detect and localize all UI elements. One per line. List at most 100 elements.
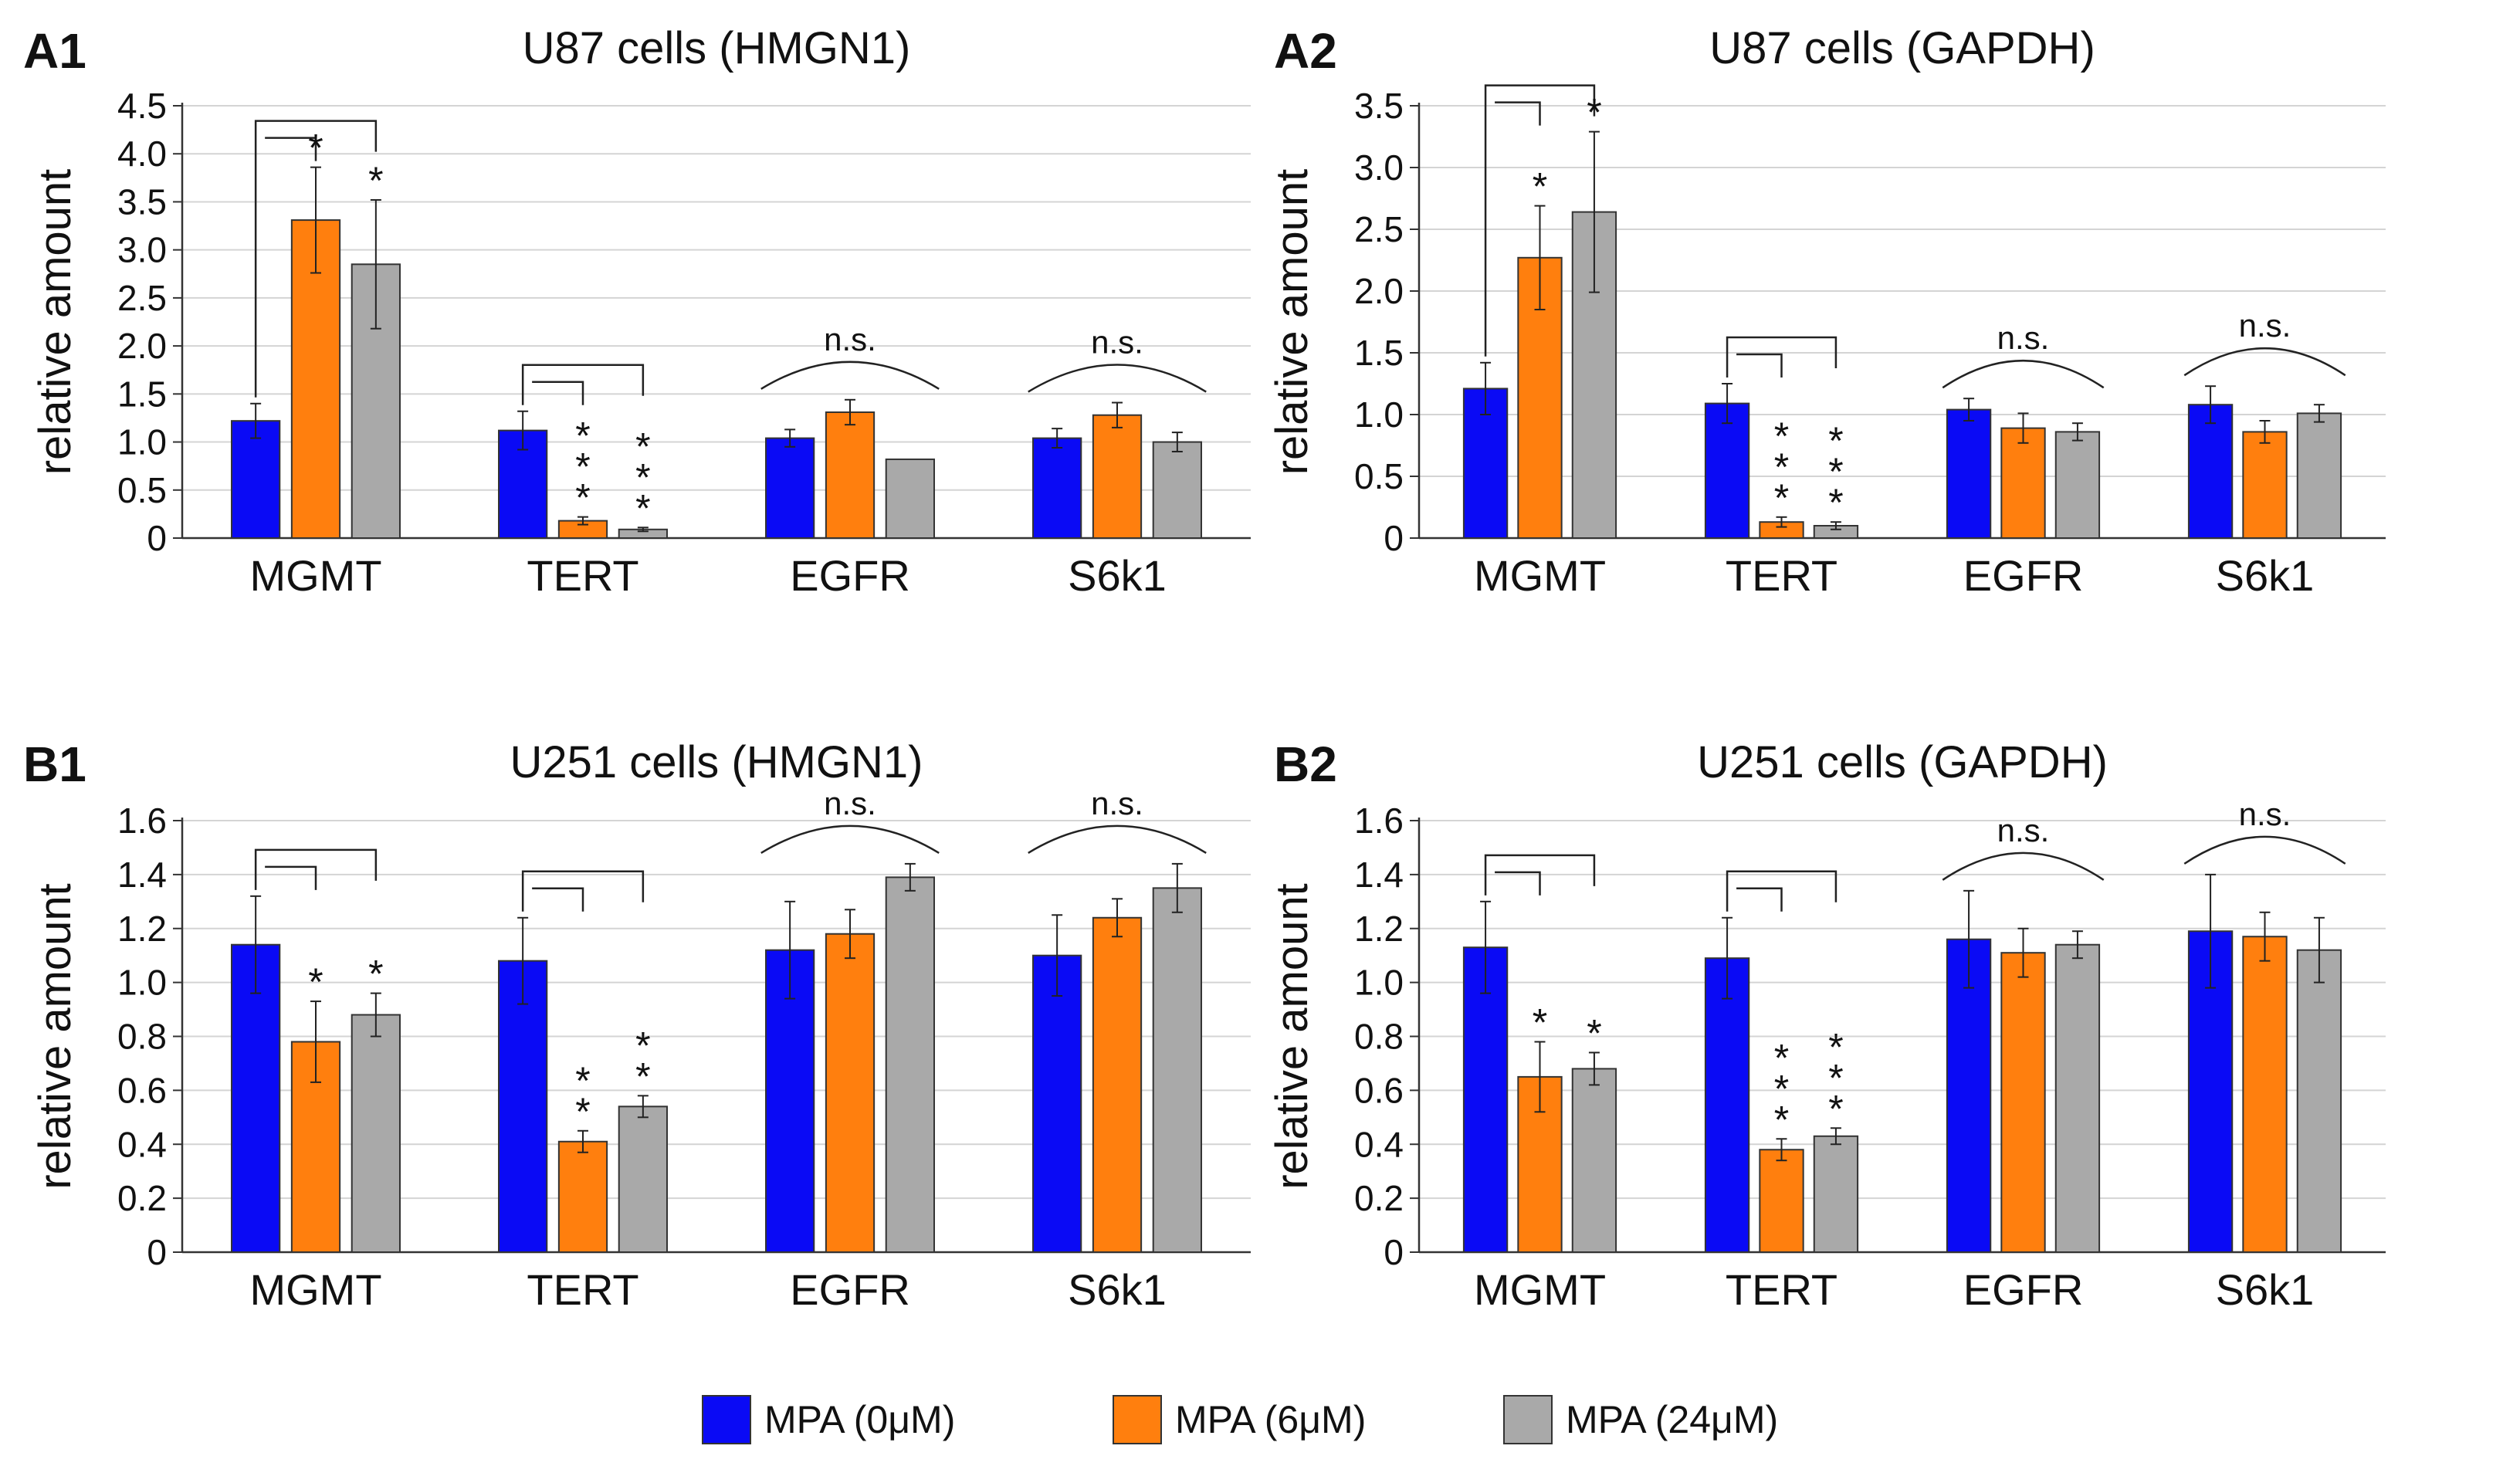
bar-mgmt-mpa-24-m	[352, 1015, 400, 1252]
y-tick-label: 4.0	[117, 134, 167, 174]
sig-bracket-inner-mgmt	[265, 867, 316, 890]
bar-egfr-mpa-6-m	[2001, 428, 2044, 538]
x-tick-label-s6k1: S6k1	[1068, 551, 1167, 600]
bar-s6k1-mpa-6-m	[1093, 415, 1141, 538]
x-tick-label-mgmt: MGMT	[249, 1265, 381, 1314]
y-tick-label: 1.4	[1354, 855, 1404, 895]
x-tick-label-tert: TERT	[1726, 551, 1838, 600]
ns-arc-egfr	[1942, 361, 2103, 388]
x-tick-label-mgmt: MGMT	[1474, 551, 1606, 600]
bar-tert-mpa-6-m	[559, 1142, 607, 1252]
y-tick-label: 0.4	[117, 1124, 167, 1164]
y-tick-label: 2.5	[117, 278, 167, 318]
y-tick-label: 0.4	[1354, 1124, 1404, 1164]
ns-label-s6k1: n.s.	[2239, 796, 2291, 832]
ns-arc-egfr	[761, 826, 939, 853]
bar-s6k1-mpa-6-m	[2243, 432, 2286, 538]
panel-a2: A2 U87 cells (GAPDH)00.51.01.52.02.53.03.…	[1267, 23, 2386, 600]
y-tick-label: 3.5	[117, 181, 167, 222]
bar-s6k1-mpa-6-m	[1093, 918, 1141, 1252]
ns-label-egfr: n.s.	[824, 321, 876, 357]
y-axis-label-b2: relative amount	[1267, 883, 1317, 1190]
sig-mark-mgmt-mpa-24-m: *	[368, 953, 383, 996]
legend: MPA (0μM) MPA (6μM) MPA (24μM)	[703, 1396, 1778, 1444]
bar-tert-mpa-24-m	[1814, 1136, 1858, 1252]
sig-mark-tert-mpa-24-m: *	[1828, 481, 1843, 524]
legend-swatch-mpa-0	[703, 1396, 750, 1444]
ns-label-egfr: n.s.	[1997, 320, 2050, 356]
panel-b2: B2 U251 cells (GAPDH) 0 0.2 0.4 0.6 0.8 1.0 1.2 1…	[1267, 736, 2386, 1314]
bar-mgmt-mpa-24-m	[1573, 1068, 1616, 1252]
y-axis-label-a2: relative amount	[1267, 169, 1317, 476]
sig-mark-mgmt-mpa-24-m: *	[1587, 1011, 1601, 1055]
y-tick-label: 2.0	[1354, 271, 1404, 311]
panel-b1: B1 U251 cells (HMGN1)00.20.40.60.81.01.21…	[23, 736, 1251, 1314]
bar-tert-mpa-6-m	[1760, 1149, 1803, 1252]
y-axis-label-b1: relative amount	[30, 883, 80, 1190]
figure: A1 U87 cells (HMGN1) 0 0.5 1.0 1.5 2.0 2.5 3.0 3.…	[0, 0, 2520, 1466]
bar-s6k1-mpa-0-m	[1033, 438, 1081, 538]
x-tick-label-egfr: EGFR	[790, 551, 910, 600]
bar-egfr-mpa-0-m	[1947, 410, 1990, 538]
sig-mark-tert-mpa-24-m: *	[635, 486, 650, 530]
y-tick-label: 0.2	[1354, 1178, 1404, 1218]
bar-s6k1-mpa-24-m	[1153, 888, 1201, 1252]
legend-swatch-mpa-6	[1113, 1396, 1161, 1444]
legend-label-mpa-0: MPA (0μM)	[764, 1398, 955, 1441]
y-axis-label-a1: relative amount	[30, 169, 80, 476]
sig-bracket-inner-tert	[1736, 354, 1781, 378]
chart-title-a1: U87 cells (HMGN1)	[523, 23, 911, 73]
legend-swatch-mpa-24	[1504, 1396, 1552, 1444]
y-tick-label: 1.5	[117, 374, 167, 414]
y-tick-label: 1.0	[1354, 394, 1404, 435]
bar-egfr-mpa-6-m	[826, 412, 874, 538]
y-tick-label: 0	[1384, 1232, 1404, 1272]
ns-label-s6k1: n.s.	[2239, 307, 2291, 344]
sig-bracket-inner-tert	[532, 889, 583, 912]
legend-label-mpa-24: MPA (24μM)	[1566, 1398, 1778, 1441]
bar-egfr-mpa-24-m	[2056, 945, 2099, 1252]
ns-arc-egfr	[1942, 853, 2103, 880]
y-tick-label: 1.2	[117, 909, 167, 949]
y-tick-label: 0.8	[1354, 1017, 1404, 1057]
x-tick-label-s6k1: S6k1	[2216, 1265, 2315, 1314]
sig-mark-mgmt-mpa-6-m: *	[1533, 1000, 1547, 1044]
sig-mark-tert-mpa-6-m: *	[575, 1090, 590, 1133]
sig-mark-tert-mpa-24-m: *	[1828, 1087, 1843, 1130]
y-tick-label: 1.0	[1354, 963, 1404, 1003]
chart-panels: A1 U87 cells (HMGN1) 0 0.5 1.0 1.5 2.0 2.5 3.0 3.…	[23, 23, 2386, 1314]
y-tick-label: 2.5	[1354, 209, 1404, 249]
ns-label-egfr: n.s.	[824, 785, 876, 821]
x-tick-label-s6k1: S6k1	[1068, 1265, 1167, 1314]
sig-bracket-inner-tert	[1736, 889, 1781, 912]
ns-label-egfr: n.s.	[1997, 812, 2050, 848]
sig-mark-tert-mpa-6-m: *	[575, 476, 590, 520]
panel-label-a1: A1	[23, 23, 86, 79]
y-tick-label: 1.6	[1354, 801, 1404, 841]
bar-s6k1-mpa-0-m	[1033, 956, 1081, 1252]
panel-label-b1: B1	[23, 736, 86, 792]
panel-a1: A1 U87 cells (HMGN1) 0 0.5 1.0 1.5 2.0 2.5 3.0 3.…	[23, 23, 1251, 600]
ns-label-s6k1: n.s.	[1091, 785, 1143, 821]
sig-mark-mgmt-mpa-24-m: *	[368, 159, 383, 202]
y-tick-label: 3.0	[1354, 147, 1404, 188]
y-tick-label: 0.8	[117, 1017, 167, 1057]
y-tick-label: 1.5	[1354, 333, 1404, 373]
sig-mark-mgmt-mpa-6-m: *	[308, 960, 323, 1004]
bar-s6k1-mpa-24-m	[2298, 950, 2341, 1252]
panel-label-b2: B2	[1274, 736, 1337, 792]
y-tick-label: 0.5	[1354, 456, 1404, 496]
bar-egfr-mpa-24-m	[2056, 432, 2099, 538]
bar-tert-mpa-0-m	[1705, 958, 1749, 1252]
chart-title-b1: U251 cells (HMGN1)	[510, 737, 923, 787]
sig-mark-tert-mpa-24-m: *	[635, 1055, 650, 1098]
chart-title-b2: U251 cells (GAPDH)	[1697, 737, 2108, 787]
x-tick-label-s6k1: S6k1	[2216, 551, 2315, 600]
x-tick-label-egfr: EGFR	[1963, 551, 2084, 600]
y-tick-label: 3.5	[1354, 86, 1404, 126]
bar-egfr-mpa-6-m	[2001, 953, 2044, 1252]
x-tick-label-tert: TERT	[527, 551, 638, 600]
chart-title-a2: U87 cells (GAPDH)	[1709, 23, 2095, 73]
ns-label-s6k1: n.s.	[1091, 324, 1143, 361]
panel-label-a2: A2	[1274, 23, 1337, 79]
